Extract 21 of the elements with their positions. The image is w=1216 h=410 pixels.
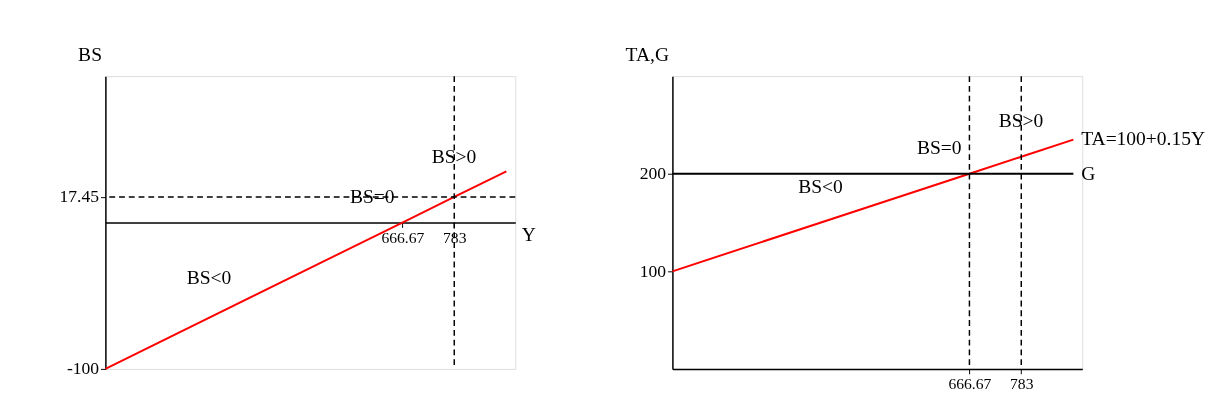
annotation: BS>0 <box>431 145 477 167</box>
x-tick-label: 783 <box>1010 374 1034 392</box>
y-tick-label: 17.45 <box>59 186 100 207</box>
y-tick-label: 100 <box>639 260 667 281</box>
line-series <box>104 170 508 370</box>
x-tick-label: 783 <box>443 228 467 246</box>
y-axis-title: BS <box>78 44 102 66</box>
y-tick-label: -100 <box>66 358 100 379</box>
line-series <box>671 138 1075 273</box>
x-axis-title: Y <box>521 223 536 245</box>
y-axis-title: TA,G <box>625 44 669 66</box>
x-tick-label: 666.67 <box>948 374 992 392</box>
annotation: BS<0 <box>186 266 232 288</box>
annotation: BS<0 <box>798 176 843 198</box>
series-label: G <box>1081 162 1096 184</box>
x-tick-label: 666.67 <box>381 228 425 246</box>
annotation: BS=0 <box>350 186 395 208</box>
annotation: BS=0 <box>917 137 962 159</box>
series-label: TA=100+0.15Y <box>1081 128 1206 150</box>
annotation: BS>0 <box>998 110 1044 132</box>
y-tick-label: 200 <box>639 163 667 184</box>
